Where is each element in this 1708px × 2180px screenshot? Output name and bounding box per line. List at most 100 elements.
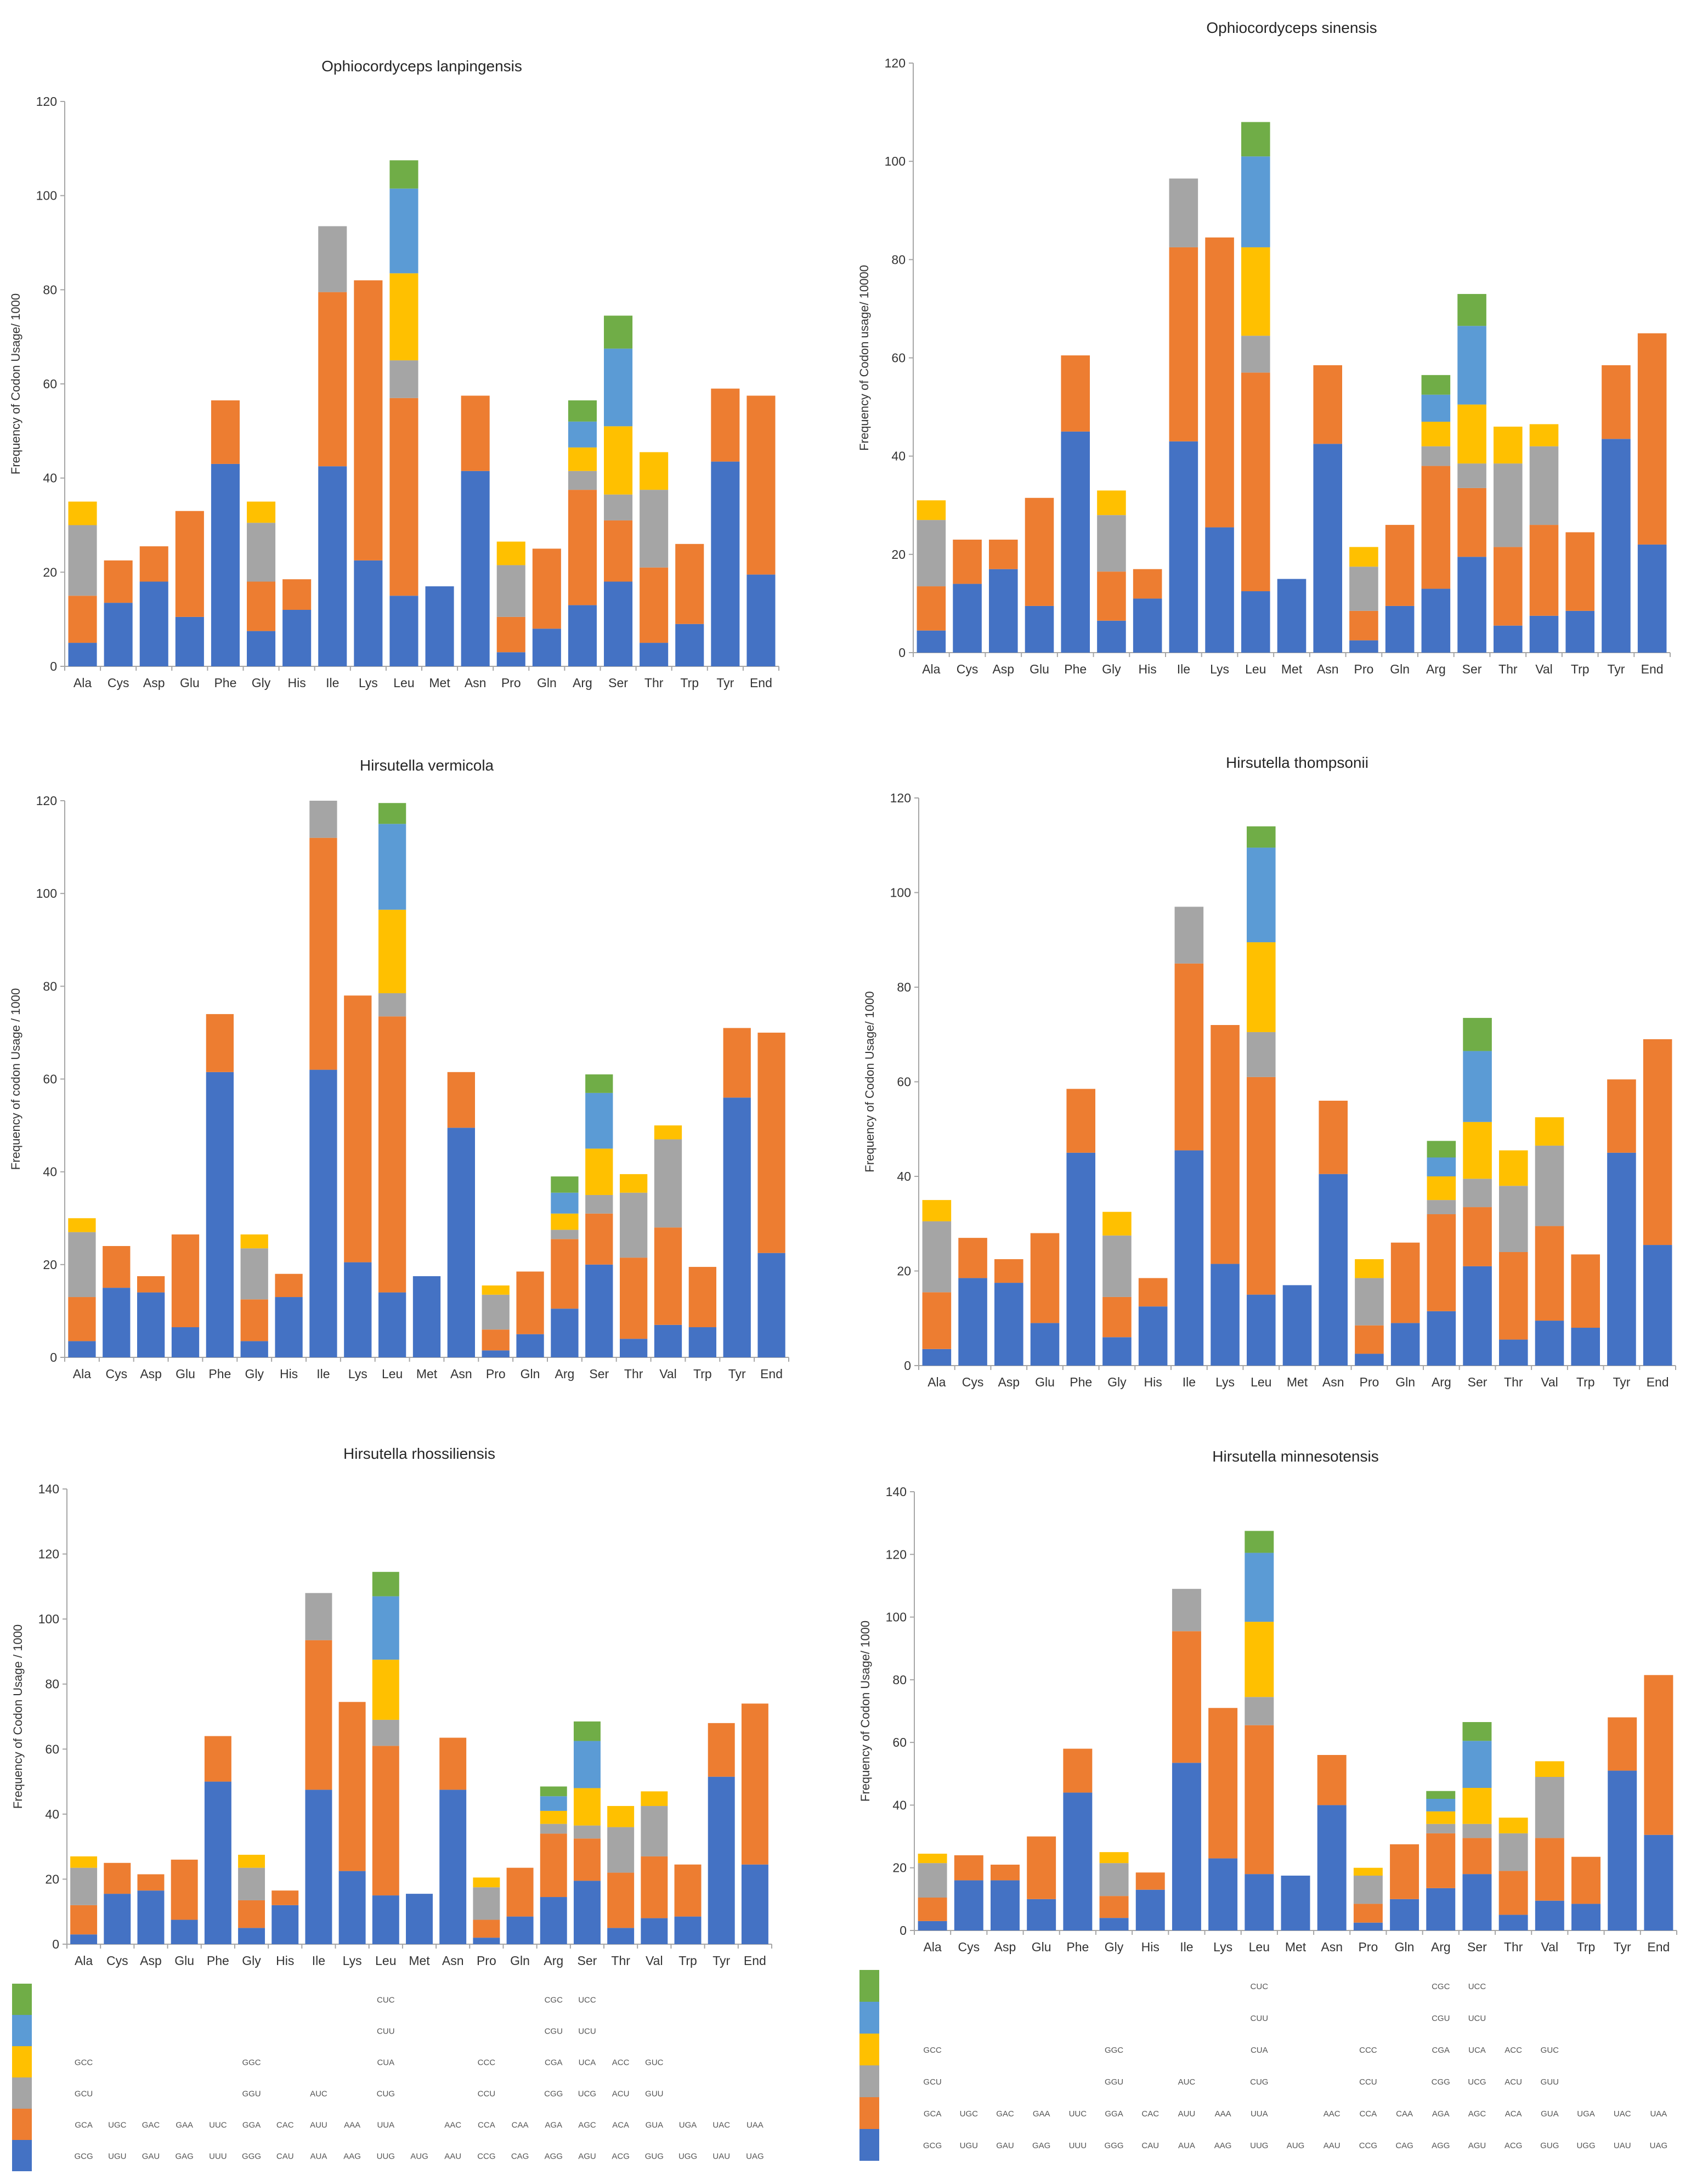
y-tick-label: 100 <box>38 1612 59 1626</box>
codon-label: UUC <box>1069 2109 1087 2119</box>
bar-segment <box>711 388 740 462</box>
bar-segment <box>1637 333 1667 545</box>
bar-segment <box>1602 365 1631 439</box>
legend-swatch <box>12 2015 32 2046</box>
category-label: Thr <box>611 1953 630 1968</box>
bar-stack-thr <box>607 1806 635 1944</box>
category-label: Asp <box>998 1375 1020 1389</box>
bar-segment <box>1245 1697 1274 1725</box>
bar-stack-gln <box>1390 1844 1419 1930</box>
bar-segment <box>1135 1889 1165 1930</box>
codon-label: GCU <box>923 2077 941 2087</box>
bar-stack-glu <box>1025 497 1054 653</box>
bar-segment <box>568 447 597 471</box>
bar-segment <box>1174 963 1204 1151</box>
bar-segment <box>1535 1761 1564 1777</box>
y-tick-label: 140 <box>38 1482 59 1496</box>
codon-label: CAC <box>1141 2109 1159 2119</box>
legend-swatch <box>859 2097 879 2129</box>
category-label: Ser <box>1462 662 1482 676</box>
category-label: His <box>1139 662 1157 676</box>
category-label: Arg <box>1431 1940 1451 1954</box>
bar-stack-cys <box>954 1855 983 1930</box>
bar-stack-cys <box>953 539 982 653</box>
codon-label: UGU <box>960 2141 978 2150</box>
bar-segment <box>573 1721 601 1741</box>
codon-label: UCG <box>1468 2077 1486 2087</box>
codon-label: GCA <box>75 2121 93 2130</box>
bar-stack-asn <box>439 1737 467 1944</box>
bar-segment <box>1133 569 1162 599</box>
codon-label: GAA <box>1033 2109 1050 2119</box>
codon-label: AGU <box>1468 2141 1486 2150</box>
bar-segment <box>175 616 204 666</box>
bar-segment <box>573 1741 601 1788</box>
bar-stack-leu <box>1241 122 1270 653</box>
legend-swatch <box>12 2077 32 2109</box>
bar-segment <box>344 1262 372 1357</box>
category-label: Ile <box>326 676 339 690</box>
codon-label: CGC <box>1432 1982 1450 1991</box>
bar-segment <box>1421 446 1451 466</box>
bar-segment <box>1529 615 1559 653</box>
codon-label: CGU <box>1432 2014 1450 2023</box>
category-label: Phe <box>214 676 236 690</box>
codon-label: GGG <box>242 2152 261 2161</box>
bar-segment <box>1241 156 1270 247</box>
bar-stack-leu <box>1247 826 1276 1366</box>
bar-segment <box>723 1028 751 1098</box>
category-label: Trp <box>1571 662 1590 676</box>
codon-label: CUC <box>377 1996 395 2005</box>
bar-stack-phe <box>1061 355 1090 653</box>
bar-segment <box>1421 466 1451 589</box>
bar-segment <box>1390 1323 1420 1366</box>
bar-segment <box>922 1292 952 1349</box>
bar-segment <box>1426 1833 1456 1888</box>
category-label: His <box>280 1367 298 1381</box>
bar-segment <box>1565 532 1594 611</box>
category-label: His <box>276 1953 294 1968</box>
bar-segment <box>607 1806 635 1827</box>
bar-segment <box>206 1014 234 1072</box>
codon-label: GGU <box>242 2090 261 2099</box>
y-tick-label: 40 <box>43 1165 57 1179</box>
codon-label: CGA <box>545 2058 563 2068</box>
bar-stack-met <box>406 1894 433 1944</box>
bar-segment <box>372 1719 399 1746</box>
codon-label: UCC <box>578 1996 596 2005</box>
bar-segment <box>496 652 525 666</box>
category-label: Thr <box>1504 1375 1523 1389</box>
bar-stack-glu <box>171 1234 200 1357</box>
bar-segment <box>708 1723 735 1777</box>
bar-segment <box>1457 463 1486 488</box>
codon-label: AUC <box>1178 2077 1196 2087</box>
bar-stack-gly <box>1099 1852 1129 1930</box>
bar-segment <box>708 1776 735 1944</box>
bar-segment <box>1172 1589 1201 1632</box>
bar-segment <box>607 1827 635 1873</box>
chart-title: Hirsutella rhossiliensis <box>343 1445 495 1462</box>
y-tick-label: 0 <box>52 1937 59 1951</box>
bar-stack-pro <box>482 1285 510 1357</box>
bar-segment <box>540 1897 567 1944</box>
bar-stack-met <box>1277 579 1307 653</box>
codon-label: ACU <box>612 2090 630 2099</box>
bar-stack-end <box>746 395 776 666</box>
codon-label: CAA <box>1396 2109 1413 2119</box>
bar-segment <box>568 471 597 490</box>
codon-label: AAC <box>1324 2109 1341 2119</box>
codon-label: UAG <box>746 2152 764 2161</box>
bar-segment <box>496 616 525 653</box>
category-label: Trp <box>693 1367 712 1381</box>
bar-segment <box>1245 1874 1274 1930</box>
bar-segment <box>1462 1741 1492 1788</box>
bar-segment <box>918 1898 947 1921</box>
bar-segment <box>1172 1631 1201 1763</box>
bar-stack-cys <box>103 1246 131 1357</box>
category-label: Phe <box>1070 1375 1092 1389</box>
bar-segment <box>1349 567 1378 611</box>
codon-label: GAC <box>142 2121 160 2130</box>
bar-stack-pro <box>496 541 525 666</box>
category-label: End <box>1647 1375 1669 1389</box>
bar-segment <box>70 1867 98 1905</box>
